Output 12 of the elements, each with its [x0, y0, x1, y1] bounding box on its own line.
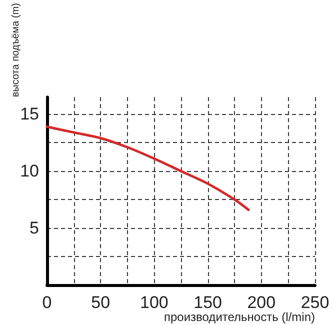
x-axis-title: производительность (l/min) — [164, 310, 315, 324]
y-tick-label: 15 — [20, 104, 39, 124]
x-tick-label: 100 — [140, 293, 168, 312]
y-tick-label: 10 — [20, 162, 39, 181]
x-tick-label: 250 — [300, 293, 330, 312]
y-axis-title: высота подъёма (m) — [10, 2, 22, 98]
x-tick-label: 200 — [247, 293, 276, 312]
y-tick-label: 5 — [30, 218, 39, 238]
x-tick-label: 0 — [42, 293, 52, 312]
x-tick-label: 50 — [91, 293, 110, 312]
x-tick-label: 150 — [194, 293, 222, 312]
line-series — [46, 126, 250, 212]
